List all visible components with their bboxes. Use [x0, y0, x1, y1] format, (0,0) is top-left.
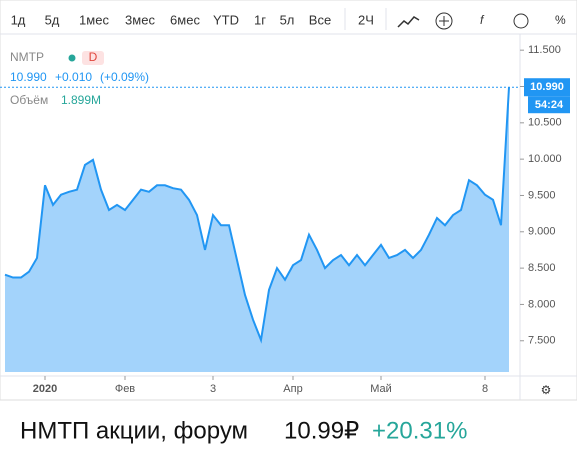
- volume-value: 1.899M: [61, 93, 101, 107]
- status-dot: [68, 54, 76, 62]
- x-tick-label: Фев: [115, 383, 135, 395]
- footer-price: 10.99₽: [284, 417, 359, 444]
- legend-change-pct: (+0.09%): [100, 70, 149, 84]
- toolbar: 1д 5д 1мес 3мес 6мес YTD 1г 5л Все 2Ч: [11, 8, 387, 30]
- footer-name: НМТП акции, форум: [20, 417, 248, 444]
- alert-icon[interactable]: [513, 13, 529, 29]
- range-button[interactable]: YTD: [213, 12, 239, 27]
- y-tick-label: 7.500: [528, 335, 556, 347]
- plot: [0, 49, 524, 380]
- symbol: NMTP: [10, 50, 44, 64]
- x-tick-label: 3: [210, 383, 216, 395]
- x-tick-label: 8: [482, 383, 488, 395]
- range-button[interactable]: Все: [309, 12, 331, 27]
- range-button[interactable]: 1д: [11, 12, 26, 27]
- footer-change: +20.31%: [372, 417, 467, 444]
- fx-icon[interactable]: f: [480, 13, 485, 27]
- price-badge-text: 10.990: [530, 81, 564, 93]
- x-tick-label: Апр: [283, 383, 302, 395]
- interval-badge: [82, 51, 104, 65]
- countdown-text: 54:24: [535, 99, 564, 111]
- y-tick-label: 8.000: [528, 298, 556, 310]
- indicators-icon[interactable]: [397, 16, 420, 28]
- compare-plus: [439, 16, 449, 26]
- x-tick-label: Май: [370, 383, 392, 395]
- range-button[interactable]: 2Ч: [358, 12, 374, 27]
- price-line: [4, 87, 510, 344]
- range-button[interactable]: 5л: [280, 12, 295, 27]
- y-tick-label: 10.000: [528, 153, 562, 165]
- area-fill: [5, 87, 509, 372]
- y-tick-label: 8.500: [528, 262, 556, 274]
- range-button[interactable]: 5д: [45, 12, 60, 27]
- countdown-badge: [528, 96, 570, 114]
- range-button[interactable]: 6мес: [170, 12, 200, 27]
- price-badge: [524, 78, 570, 97]
- volume-label: Объём: [10, 93, 48, 107]
- y-tick-label: 9.000: [528, 226, 556, 238]
- legend-price: 10.990: [10, 70, 47, 84]
- compare-icon[interactable]: [435, 12, 453, 30]
- y-tick-label: 11.500: [528, 44, 561, 56]
- range-button[interactable]: 1г: [254, 12, 266, 27]
- range-button[interactable]: 3мес: [125, 12, 155, 27]
- y-tick-label: 10.500: [528, 117, 562, 129]
- settings-icon[interactable]: ⚙: [541, 383, 552, 397]
- y-tick-label: 9.500: [528, 189, 556, 201]
- legend-change: +0.010: [55, 70, 92, 84]
- range-button[interactable]: 1мес: [79, 12, 109, 27]
- interval: D: [89, 50, 98, 64]
- percent-icon[interactable]: %: [555, 13, 566, 27]
- x-tick-label: 2020: [33, 383, 57, 395]
